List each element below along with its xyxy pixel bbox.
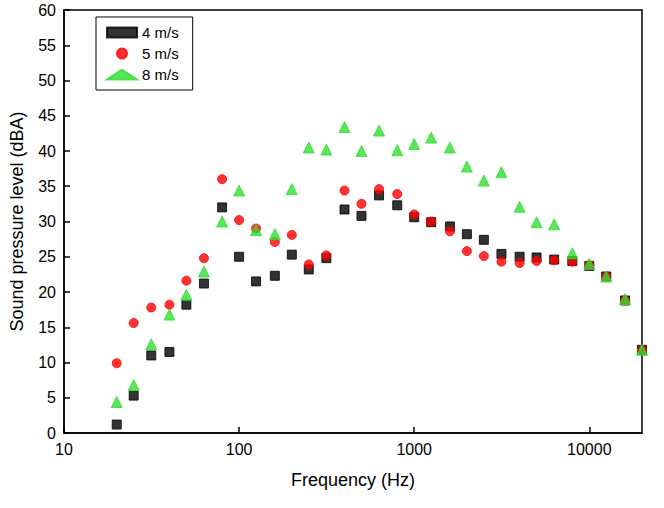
svg-text:55: 55 (38, 37, 56, 54)
svg-text:25: 25 (38, 248, 56, 265)
svg-text:45: 45 (38, 107, 56, 124)
svg-text:8 m/s: 8 m/s (142, 66, 179, 83)
svg-text:35: 35 (38, 178, 56, 195)
svg-text:5 m/s: 5 m/s (142, 45, 179, 62)
svg-text:20: 20 (38, 284, 56, 301)
svg-text:15: 15 (38, 319, 56, 336)
svg-text:0: 0 (47, 425, 56, 442)
svg-text:60: 60 (38, 2, 56, 19)
svg-text:30: 30 (38, 213, 56, 230)
svg-text:40: 40 (38, 143, 56, 160)
svg-text:1000: 1000 (396, 441, 432, 458)
svg-text:100: 100 (226, 441, 253, 458)
svg-text:4 m/s: 4 m/s (142, 24, 179, 41)
svg-text:5: 5 (47, 389, 56, 406)
svg-text:50: 50 (38, 72, 56, 89)
svg-text:Sound pressure level (dBA): Sound pressure level (dBA) (7, 111, 27, 331)
svg-text:10: 10 (55, 441, 73, 458)
svg-text:10000: 10000 (567, 441, 612, 458)
svg-text:10: 10 (38, 354, 56, 371)
svg-text:Frequency (Hz): Frequency (Hz) (291, 470, 415, 490)
